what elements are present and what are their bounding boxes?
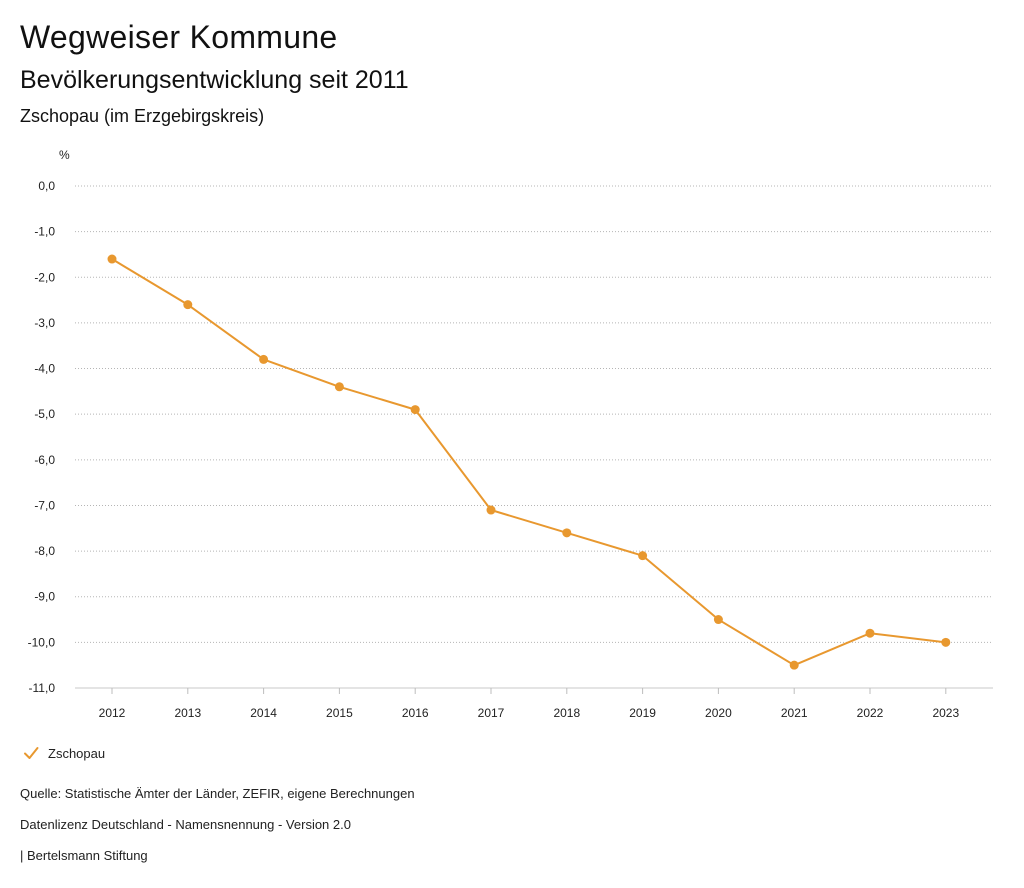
y-tick-label: -10,0 — [28, 635, 56, 649]
y-tick-label: -4,0 — [34, 362, 55, 376]
data-point[interactable] — [638, 551, 648, 561]
y-tick-label: -8,0 — [34, 544, 55, 558]
page-title: Wegweiser Kommune — [20, 19, 338, 55]
grid-lines — [75, 185, 993, 689]
x-tick-label: 2012 — [99, 706, 126, 720]
check-icon — [24, 747, 39, 759]
y-tick-label: -9,0 — [34, 590, 55, 604]
y-axis-ticks: 0,0 -1,0 -2,0 -3,0 -4,0 -5,0 -6,0 -7,0 -8,0 -9,0 -… — [28, 179, 56, 695]
line-chart: % 0,0 -1,0 -2,0 -3,0 -4,0 -5,0 -6,0 -7,0 -8,0 -9,… — [28, 148, 993, 720]
x-tick-label: 2018 — [553, 706, 580, 720]
data-point[interactable] — [334, 382, 344, 392]
x-tick-label: 2022 — [857, 706, 884, 720]
x-tick-label: 2016 — [402, 706, 429, 720]
data-point[interactable] — [410, 405, 420, 415]
y-tick-label: -5,0 — [34, 407, 55, 421]
x-tick-label: 2019 — [629, 706, 656, 720]
x-tick-label: 2020 — [705, 706, 732, 720]
y-tick-label: -2,0 — [34, 270, 55, 284]
license-note: Datenlizenz Deutschland - Namensnennung … — [20, 817, 351, 832]
x-tick-label: 2017 — [478, 706, 505, 720]
y-tick-label: -6,0 — [34, 453, 55, 467]
y-tick-label: -1,0 — [34, 225, 55, 239]
x-tick-label: 2021 — [781, 706, 808, 720]
y-tick-label: -3,0 — [34, 316, 55, 330]
x-tick-label: 2023 — [932, 706, 959, 720]
y-axis-unit-label: % — [59, 148, 70, 162]
data-point[interactable] — [789, 660, 799, 670]
x-tick-label: 2013 — [174, 706, 201, 720]
series-line — [111, 258, 946, 667]
y-tick-label: -7,0 — [34, 498, 55, 512]
region-label: Zschopau (im Erzgebirgskreis) — [20, 106, 265, 126]
legend-label: Zschopau — [48, 745, 106, 761]
source-note: Quelle: Statistische Ämter der Länder, Z… — [20, 786, 415, 801]
chart-subtitle: Bevölkerungsentwicklung seit 2011 — [20, 66, 409, 94]
y-tick-label: -11,0 — [29, 681, 56, 695]
x-tick-label: 2015 — [326, 706, 353, 720]
data-point[interactable] — [713, 615, 723, 625]
data-point[interactable] — [183, 300, 193, 310]
data-point[interactable] — [865, 628, 875, 638]
x-tick-label: 2014 — [250, 706, 277, 720]
data-point[interactable] — [941, 637, 951, 647]
data-point[interactable] — [259, 354, 269, 364]
legend[interactable]: Zschopau — [22, 744, 105, 762]
publisher-note: | Bertelsmann Stiftung — [20, 848, 148, 863]
x-axis: 2012 2013 2014 2015 2016 2017 2018 2019 2020 2021… — [99, 688, 959, 720]
data-point[interactable] — [562, 528, 572, 538]
data-point[interactable] — [486, 505, 496, 515]
y-tick-label: 0,0 — [38, 179, 55, 193]
series-group — [107, 254, 951, 670]
data-point[interactable] — [107, 254, 117, 264]
